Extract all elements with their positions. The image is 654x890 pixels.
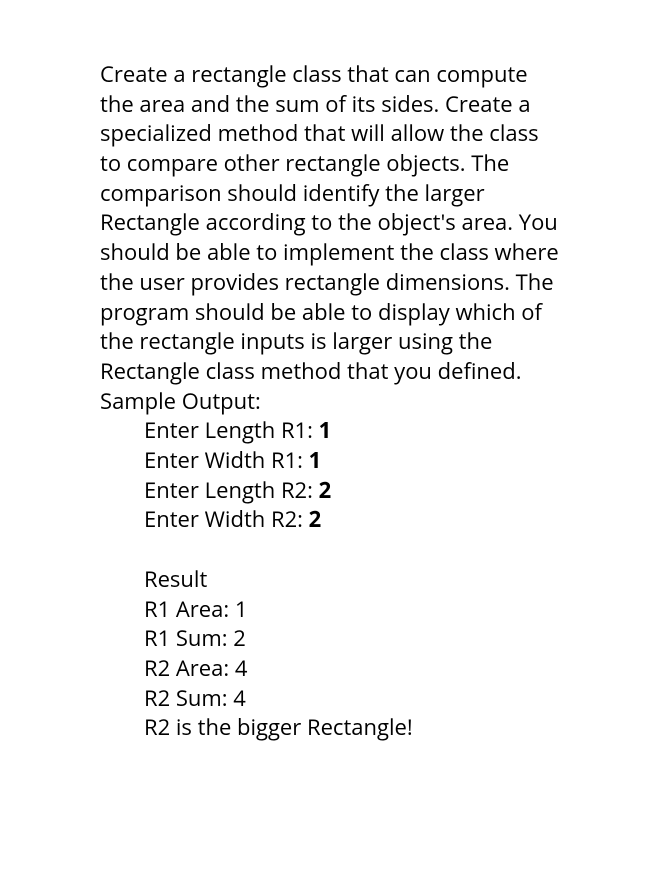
input-line-3: Enter Length R2: 2 [144, 476, 564, 506]
spacer [100, 535, 564, 565]
result-r2-area: R2 Area: 4 [144, 654, 564, 684]
result-r1-sum: R1 Sum: 2 [144, 624, 564, 654]
result-conclusion: R2 is the bigger Rectangle! [144, 713, 564, 743]
input-value-2: 1 [309, 445, 322, 475]
input-value-4: 2 [309, 504, 322, 534]
result-header: Result [144, 565, 564, 595]
input-prompt-3: Enter Length R2: [144, 475, 319, 505]
document-content: Create a rectangle class that can comput… [100, 60, 564, 743]
result-r1-area: R1 Area: 1 [144, 595, 564, 625]
input-line-4: Enter Width R2: 2 [144, 505, 564, 535]
input-line-1: Enter Length R1: 1 [144, 416, 564, 446]
input-value-3: 2 [319, 475, 332, 505]
result-r2-sum: R2 Sum: 4 [144, 684, 564, 714]
input-prompt-1: Enter Length R1: [144, 415, 319, 445]
problem-description: Create a rectangle class that can comput… [100, 60, 564, 387]
sample-result-block: Result R1 Area: 1 R1 Sum: 2 R2 Area: 4 R… [100, 565, 564, 743]
sample-input-block: Enter Length R1: 1 Enter Width R1: 1 Ent… [100, 416, 564, 535]
sample-output-label: Sample Output: [100, 387, 564, 417]
input-value-1: 1 [319, 415, 332, 445]
input-line-2: Enter Width R1: 1 [144, 446, 564, 476]
input-prompt-2: Enter Width R1: [144, 445, 309, 475]
input-prompt-4: Enter Width R2: [144, 504, 309, 534]
